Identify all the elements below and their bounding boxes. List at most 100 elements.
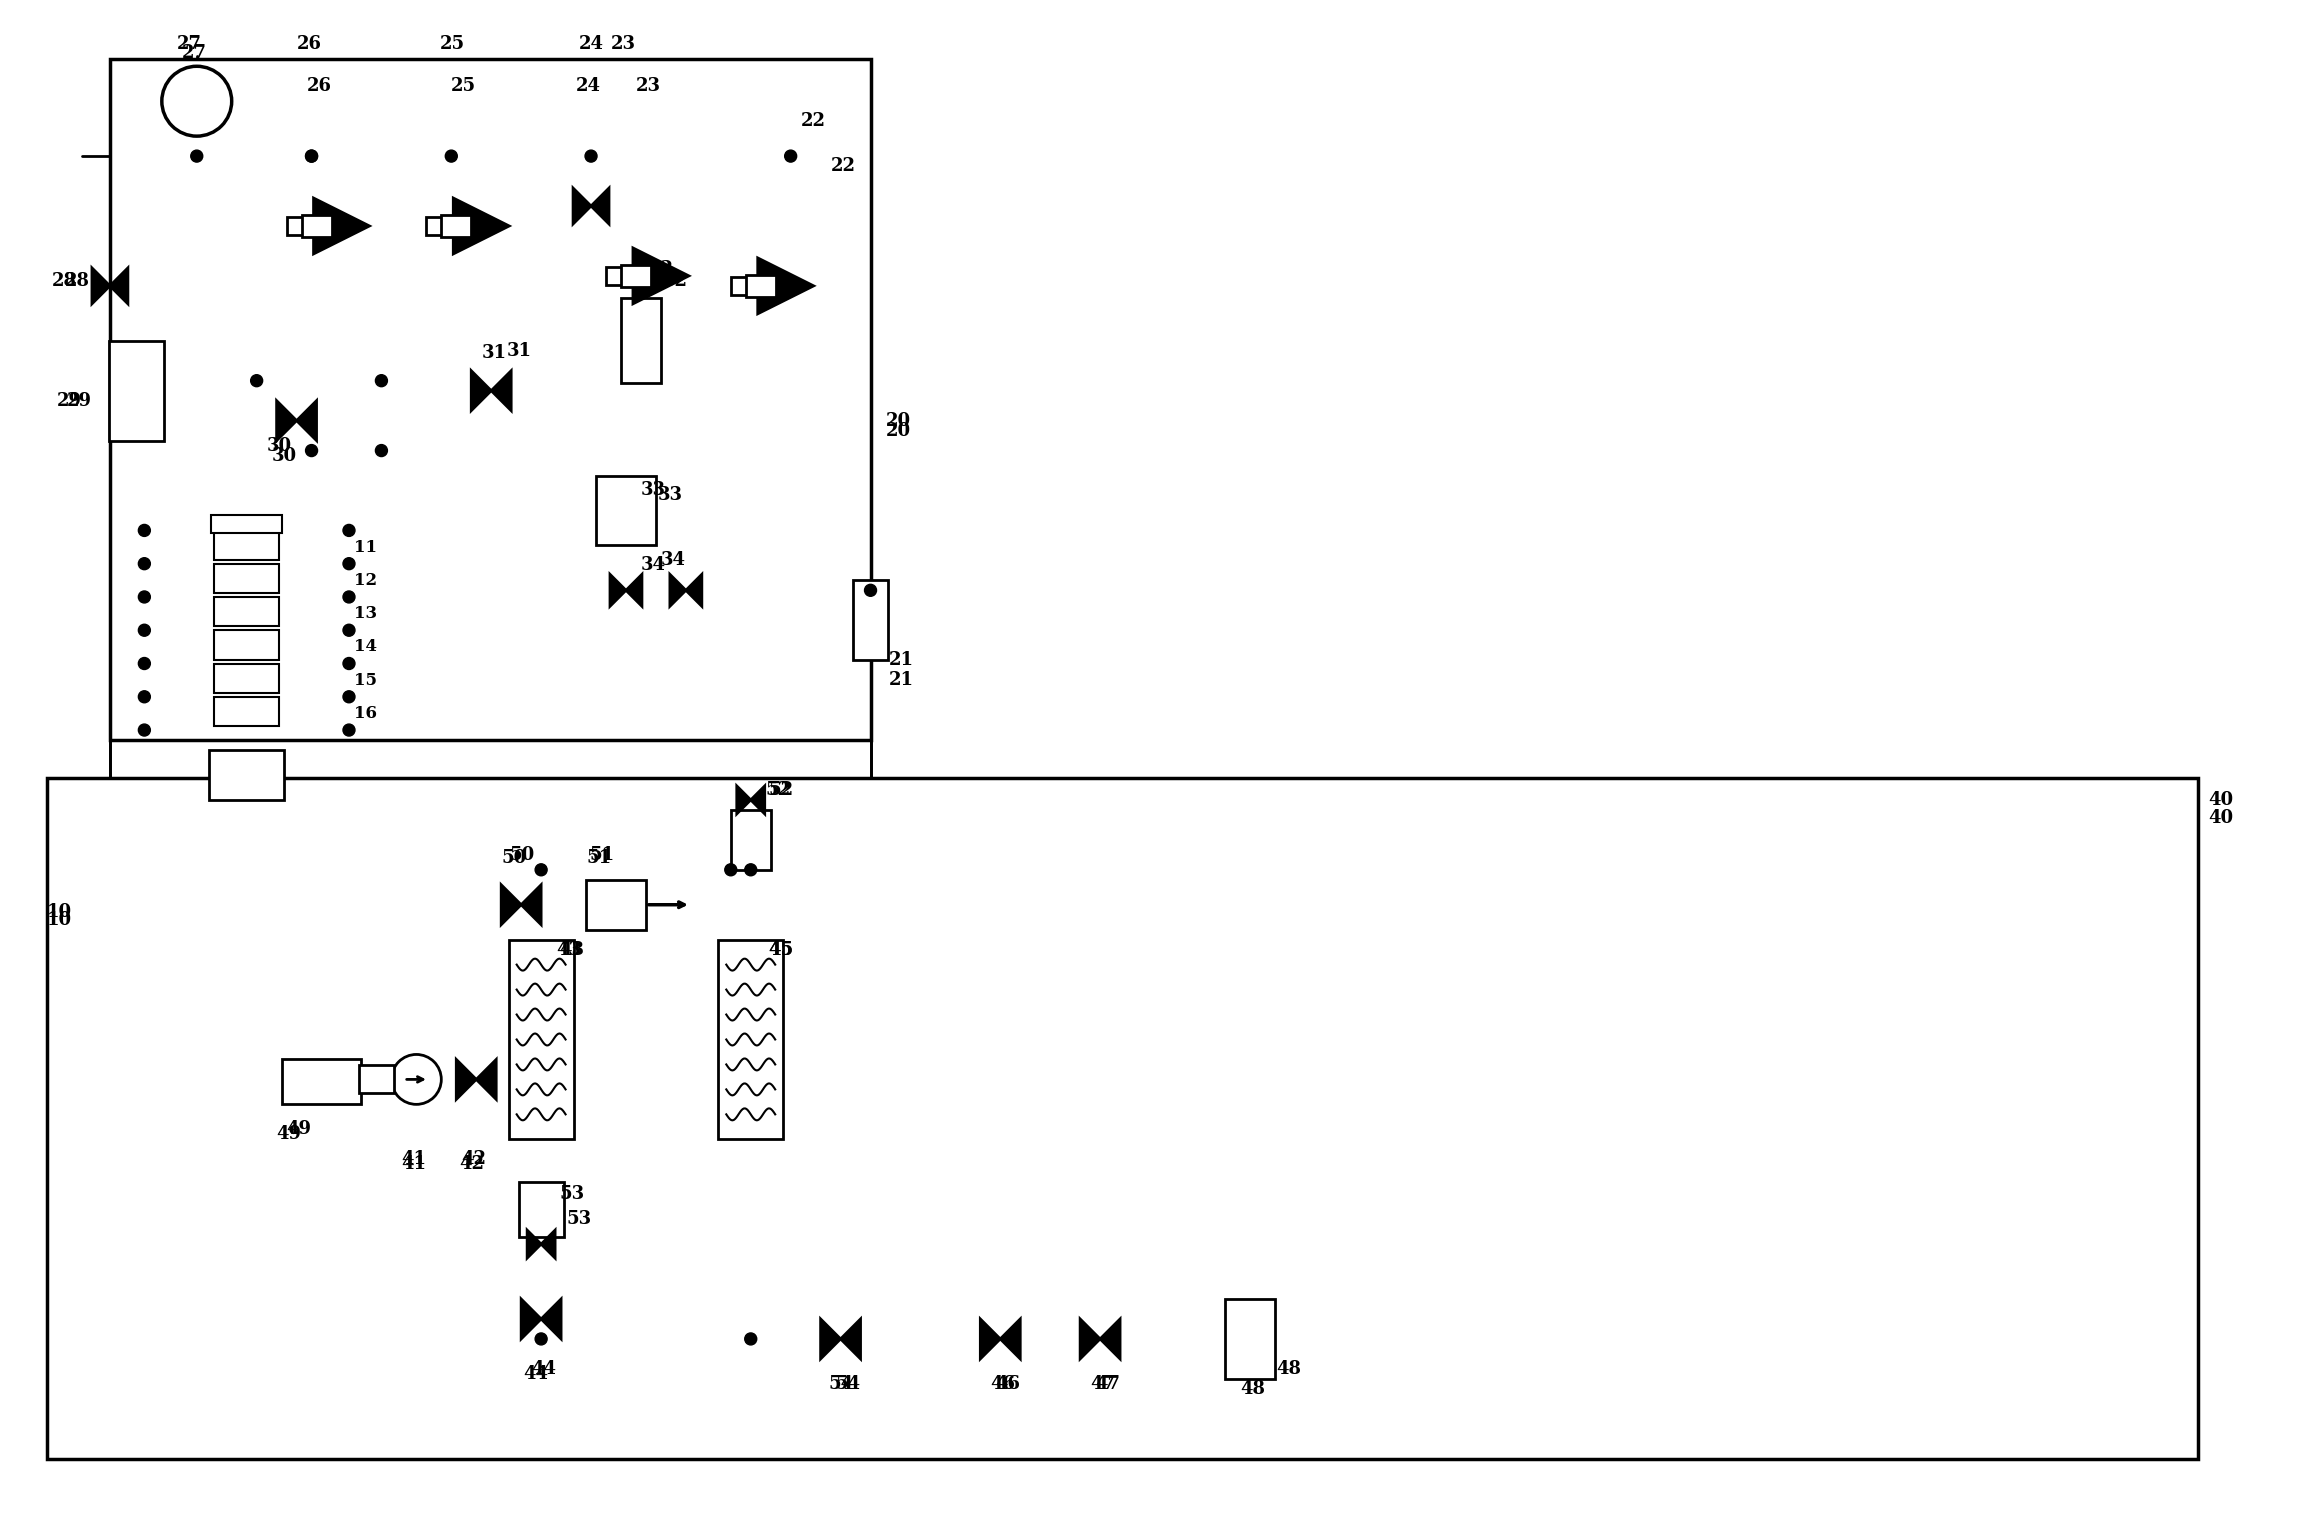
Polygon shape [687, 575, 703, 607]
Bar [518, 1182, 564, 1236]
Text: 54: 54 [835, 1374, 860, 1393]
Bar [215, 663, 280, 693]
Text: 28: 28 [65, 272, 90, 290]
Text: 28: 28 [53, 272, 76, 290]
Polygon shape [296, 400, 317, 440]
Polygon shape [1080, 1318, 1101, 1359]
Bar [215, 564, 280, 593]
Text: 21: 21 [888, 651, 913, 669]
Bar [215, 630, 280, 660]
Text: 40: 40 [2208, 809, 2233, 827]
Text: 47: 47 [1096, 1374, 1119, 1393]
Bar [215, 598, 280, 627]
Circle shape [446, 150, 458, 162]
Circle shape [139, 525, 150, 537]
Text: 10: 10 [46, 903, 72, 921]
Text: 43: 43 [557, 941, 580, 959]
Circle shape [139, 592, 150, 602]
Text: 23: 23 [636, 77, 661, 96]
Circle shape [865, 584, 876, 596]
Bar [1225, 1299, 1274, 1379]
Polygon shape [314, 199, 370, 253]
Text: 44: 44 [532, 1359, 557, 1377]
Text: 44: 44 [523, 1365, 548, 1384]
Circle shape [342, 525, 356, 537]
Circle shape [139, 625, 150, 636]
Bar [210, 749, 284, 799]
Bar [282, 1059, 361, 1104]
Text: 33: 33 [640, 481, 666, 499]
Polygon shape [527, 1230, 541, 1258]
Polygon shape [453, 199, 509, 253]
Text: 40: 40 [2208, 790, 2233, 809]
Text: 47: 47 [1091, 1374, 1114, 1393]
Circle shape [342, 592, 356, 602]
Bar [622, 299, 661, 384]
Text: 42: 42 [460, 1156, 483, 1173]
Bar [358, 1065, 393, 1094]
Text: 20: 20 [885, 411, 911, 429]
Text: 27: 27 [183, 44, 206, 62]
Text: 24: 24 [576, 77, 601, 96]
Text: 54: 54 [828, 1374, 853, 1393]
Polygon shape [821, 1318, 842, 1359]
Bar [622, 265, 652, 287]
Text: 32: 32 [664, 272, 689, 290]
Polygon shape [92, 269, 111, 303]
Polygon shape [277, 400, 296, 440]
Text: 34: 34 [661, 551, 687, 569]
Polygon shape [633, 247, 689, 303]
Text: 26: 26 [296, 35, 321, 53]
Circle shape [744, 863, 756, 875]
Text: 53: 53 [560, 1185, 585, 1203]
Circle shape [534, 1333, 548, 1346]
Polygon shape [980, 1318, 1001, 1359]
Bar [585, 880, 645, 930]
Polygon shape [520, 884, 541, 925]
Text: 26: 26 [307, 77, 331, 96]
Text: 25: 25 [439, 35, 465, 53]
Circle shape [342, 690, 356, 702]
Text: 52: 52 [768, 781, 793, 799]
Text: 48: 48 [1276, 1359, 1302, 1377]
Text: 22: 22 [830, 158, 855, 174]
Circle shape [342, 724, 356, 736]
Polygon shape [455, 1059, 476, 1100]
Circle shape [342, 657, 356, 669]
Bar [719, 939, 784, 1139]
Circle shape [139, 724, 150, 736]
Polygon shape [490, 370, 511, 411]
Text: 16: 16 [354, 705, 377, 722]
Circle shape [724, 863, 738, 875]
Circle shape [534, 863, 548, 875]
Bar [210, 516, 282, 534]
Polygon shape [1001, 1318, 1020, 1359]
Polygon shape [520, 1299, 541, 1340]
Bar [109, 341, 164, 440]
Polygon shape [111, 269, 127, 303]
Bar [215, 531, 280, 560]
Polygon shape [502, 884, 520, 925]
Circle shape [192, 150, 203, 162]
Bar [853, 581, 888, 660]
Circle shape [375, 444, 388, 457]
Text: 46: 46 [990, 1374, 1015, 1393]
Polygon shape [573, 188, 592, 225]
Text: 53: 53 [566, 1211, 592, 1229]
Bar [442, 215, 472, 237]
Circle shape [139, 690, 150, 702]
Text: 50: 50 [502, 850, 527, 866]
Text: 48: 48 [1239, 1380, 1265, 1397]
Text: 45: 45 [768, 941, 793, 959]
Bar [301, 215, 331, 237]
Text: 30: 30 [266, 437, 291, 455]
Polygon shape [476, 1059, 497, 1100]
Circle shape [305, 150, 317, 162]
Text: 33: 33 [659, 487, 682, 505]
Polygon shape [627, 575, 643, 607]
Text: 10: 10 [46, 910, 72, 928]
Circle shape [139, 657, 150, 669]
Text: 29: 29 [58, 391, 81, 410]
Circle shape [585, 150, 596, 162]
Polygon shape [670, 575, 687, 607]
